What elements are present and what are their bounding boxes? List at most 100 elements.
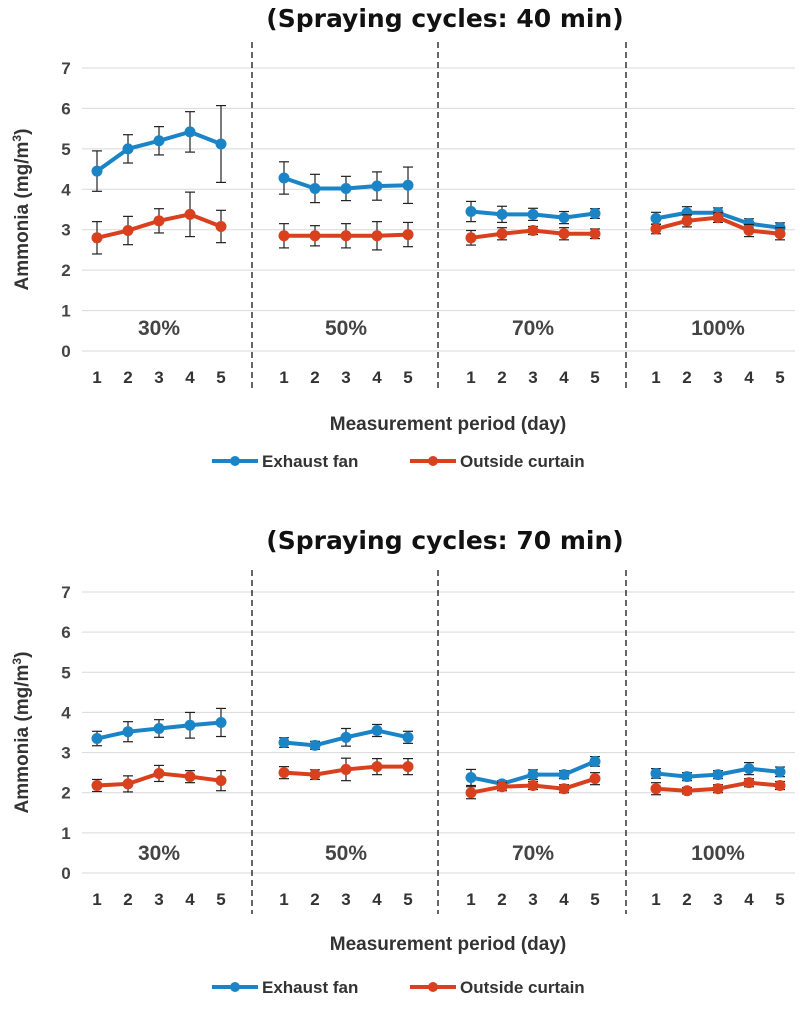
legend-label: Exhaust fan [262,452,358,471]
data-point [340,763,352,775]
x-tick-label: 4 [372,890,382,909]
x-tick-label: 3 [713,890,722,909]
data-point [527,225,539,237]
x-tick-label: 3 [713,368,722,387]
data-point [91,733,103,745]
data-point [215,716,227,728]
data-point [309,230,321,242]
data-point [465,206,477,218]
data-point [527,769,539,781]
data-point [527,208,539,220]
data-point [465,232,477,244]
x-tick-label: 5 [403,368,412,387]
chart-2: (Spraying cycles: 70 min) 0 1 2 3 4 5 6 7 Ammonia… [10,526,795,997]
data-point [122,778,134,790]
x-tick-label: 3 [528,368,537,387]
x-tick-label: 5 [403,890,412,909]
data-point [278,230,290,242]
data-point [309,182,321,194]
data-point [184,719,196,731]
y-tick-label: 7 [61,59,70,78]
y-axis-label-superscript: 3 [10,135,24,142]
data-point [340,731,352,743]
data-point [340,230,352,242]
x-tick-label: 4 [372,368,382,387]
legend-marker [428,982,438,992]
data-point [681,207,693,219]
group-label: 100% [691,317,745,340]
data-point [371,230,383,242]
data-point [712,212,724,224]
x-tick-label: 4 [744,368,754,387]
group-label: 50% [325,317,367,340]
x-tick-label: 1 [466,368,475,387]
data-point [153,767,165,779]
x-tick-label: 5 [216,890,225,909]
x-axis-label: Measurement period (day) [330,934,567,955]
x-tick-label: 2 [497,890,506,909]
data-point [712,769,724,781]
data-point [371,180,383,192]
data-point [558,228,570,240]
data-point [774,228,786,240]
data-point [184,771,196,783]
y-tick-label: 7 [61,583,70,602]
y-tick-label: 4 [61,180,71,199]
series-outside-curtain [91,757,786,800]
y-tick-label: 1 [61,302,70,321]
data-point [91,232,103,244]
x-tick-label: 5 [775,368,784,387]
data-point [681,771,693,783]
x-tick-label: 3 [341,890,350,909]
data-point [278,767,290,779]
y-axis-label-end: ) [12,652,33,658]
data-point [774,766,786,778]
chart-1: (Spraying cycles: 40 min) 0 1 2 3 4 5 6 7 Ammonia… [10,4,795,471]
y-tick-label: 5 [61,663,70,682]
data-point [527,779,539,791]
data-point [589,773,601,785]
y-tick-label: 1 [61,824,70,843]
x-tick-label: 2 [682,890,691,909]
x-tick-label: 4 [744,890,754,909]
x-tick-label: 2 [123,368,132,387]
data-point [309,769,321,781]
data-point [589,755,601,767]
y-tick-label: 5 [61,140,70,159]
x-axis-label: Measurement period (day) [330,414,567,435]
x-tick-label: 3 [154,368,163,387]
x-tick-label: 1 [92,890,101,909]
data-point [215,775,227,787]
data-point [650,223,662,235]
x-tick-label: 4 [559,368,569,387]
data-point [589,208,601,220]
data-point [681,785,693,797]
data-point [558,212,570,224]
data-point [215,138,227,150]
x-tick-label: 4 [185,890,195,909]
data-point [743,763,755,775]
legend-label: Outside curtain [460,452,585,471]
chart-title: (Spraying cycles: 40 min) [266,4,623,33]
data-point [558,769,570,781]
y-tick-label: 2 [61,261,70,280]
x-tick-label: 2 [123,890,132,909]
legend-marker [230,982,240,992]
data-point [681,215,693,227]
data-point [184,126,196,138]
x-tick-label: 5 [775,890,784,909]
x-tick-label: 2 [497,368,506,387]
y-tick-label: 3 [61,744,70,763]
x-tick-label: 1 [92,368,101,387]
y-axis-label-superscript: 3 [10,658,24,665]
y-tick-label: 3 [61,221,70,240]
data-point [650,783,662,795]
data-point [122,726,134,738]
x-tick-label: 1 [651,890,660,909]
data-point [743,225,755,237]
y-axis-label-main: Ammonia (mg/m [12,665,33,814]
y-tick-label: 4 [61,703,71,722]
data-point [340,182,352,194]
x-tick-label: 3 [528,890,537,909]
y-axis-label: Ammonia (mg/m3) [10,652,33,814]
